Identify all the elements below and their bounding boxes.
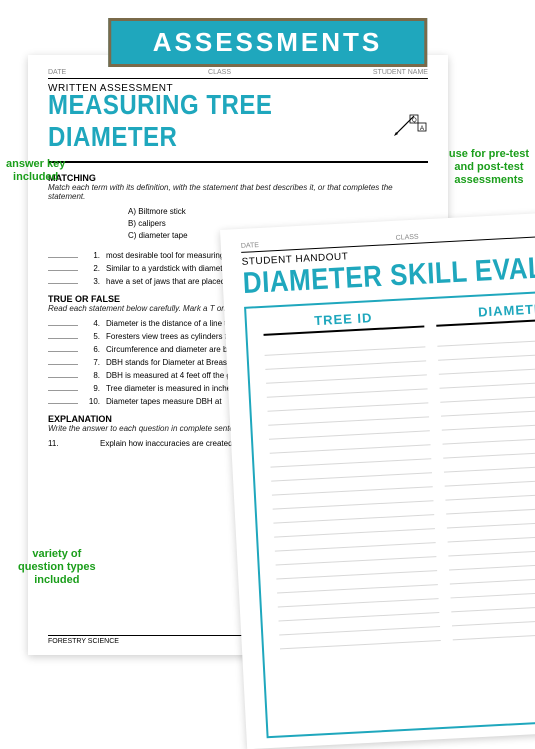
svg-text:Q: Q [412,118,417,124]
svg-text:A: A [420,126,424,132]
assessments-banner: ASSESSMENTS [108,18,428,67]
col-head-tree-id: TREE ID [263,307,425,335]
q-text: Diameter tapes measure DBH at [106,397,222,406]
q-text: Circumference and diameter are both [106,345,239,354]
q-num: 2. [84,264,100,273]
title-row: MEASURING TREE DIAMETER Q A [48,94,428,163]
answer-blank[interactable] [48,390,78,391]
q-num: 3. [84,277,100,286]
student-name-label: STUDENT NAME [373,69,428,76]
answer-blank[interactable] [48,338,78,339]
q-num: 9. [84,384,100,393]
evaluation-table: TREE ID DIAMETER [244,287,535,738]
matching-sub: Match each term with its definition, wit… [48,183,428,201]
diameter-column: DIAMETER [429,298,535,641]
q-num: 7. [84,358,100,367]
student-handout-page: DATE CLASS STUDENT NAME STUDENT HANDOUT … [220,209,535,749]
answer-blank[interactable] [48,325,78,326]
answer-blank[interactable] [48,403,78,404]
qa-pencil-icon: Q A [392,114,428,138]
answer-blank[interactable] [48,351,78,352]
class-label: CLASS [396,234,419,242]
answer-blank[interactable] [48,257,78,258]
page1-header-row: DATE CLASS STUDENT NAME [48,69,428,79]
q-num: 11. [48,439,94,448]
answer-blank[interactable] [48,364,78,365]
page-title: MEASURING TREE DIAMETER [48,90,392,154]
tree-id-column: TREE ID [257,307,447,650]
q-num: 1. [84,251,100,260]
class-label: CLASS [208,69,231,76]
q-text: Tree diameter is measured in inches [106,384,235,393]
q-num: 10. [84,397,100,406]
q-num: 6. [84,345,100,354]
col-head-diameter: DIAMETER [435,298,535,326]
answer-blank[interactable] [48,270,78,271]
q-text: Explain how inaccuracies are created [100,439,233,448]
matching-head: MATCHING [48,173,428,183]
answer-blank[interactable] [48,377,78,378]
banner-text: ASSESSMENTS [153,27,383,57]
callout-pretest: use for pre-testand post-testassessments [449,148,529,188]
matching-option: A) Biltmore stick [128,207,428,216]
date-label: DATE [241,242,259,250]
q-num: 8. [84,371,100,380]
q-num: 4. [84,319,100,328]
date-label: DATE [48,69,66,76]
answer-blank[interactable] [48,283,78,284]
callout-answer-key: answer keyincluded [6,158,65,184]
callout-variety: variety ofquestion typesincluded [18,548,96,588]
q-num: 5. [84,332,100,341]
